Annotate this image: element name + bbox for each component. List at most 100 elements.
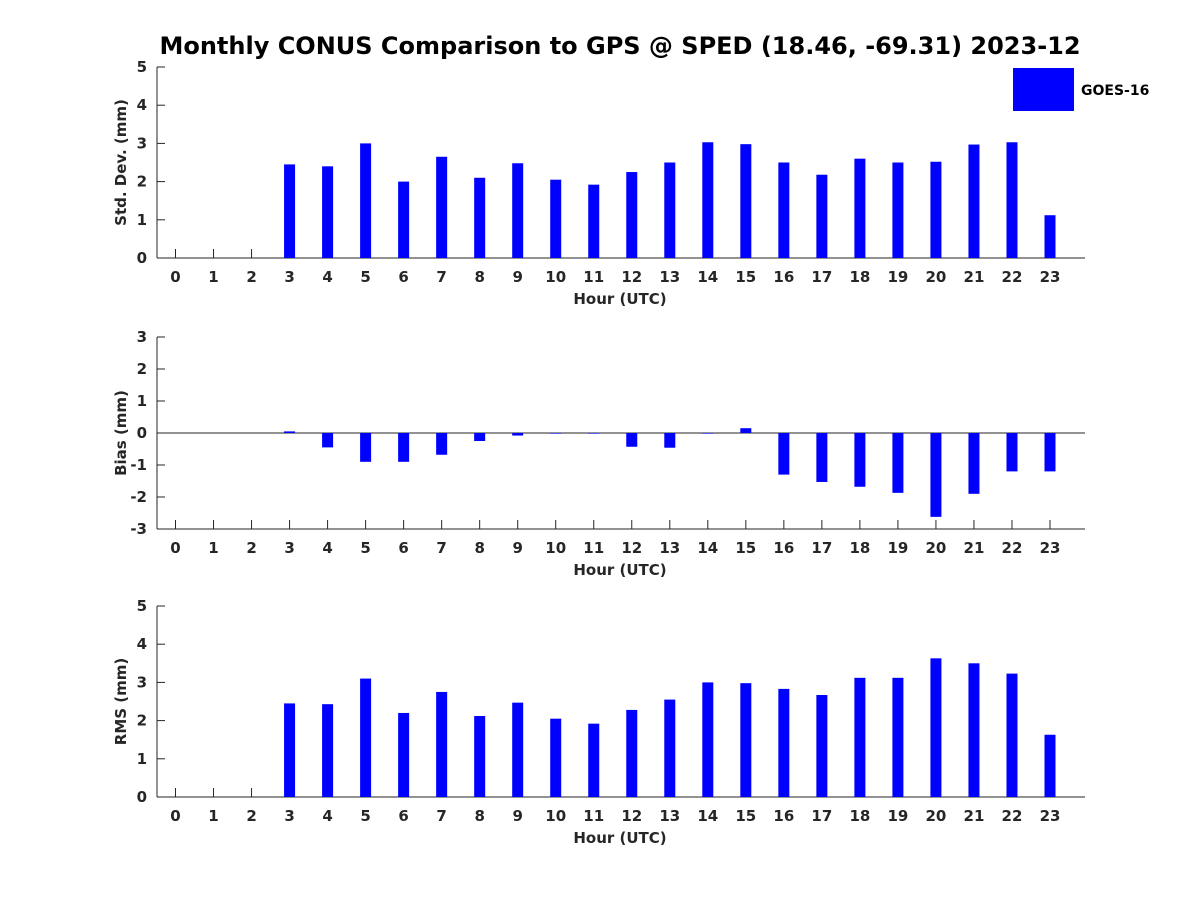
bar-hour-17 — [816, 433, 828, 482]
x-tick-label: 5 — [360, 539, 370, 557]
x-tick-label: 19 — [887, 268, 908, 286]
bar-hour-8 — [474, 433, 486, 441]
x-tick-label: 2 — [246, 807, 256, 825]
x-tick-label: 10 — [545, 539, 566, 557]
bar-hour-4 — [322, 433, 334, 448]
x-tick-label: 3 — [284, 268, 294, 286]
bar-hour-13 — [664, 699, 676, 797]
x-tick-label: 14 — [697, 539, 718, 557]
x-tick-label: 18 — [849, 807, 870, 825]
x-tick-label: 8 — [474, 268, 484, 286]
x-tick-label: 3 — [284, 807, 294, 825]
bar-hour-23 — [1044, 734, 1056, 797]
bar-hour-18 — [854, 433, 866, 487]
bar-hour-13 — [664, 433, 676, 448]
x-tick-label: 16 — [773, 807, 794, 825]
y-axis-label: RMS (mm) — [112, 658, 130, 745]
bar-hour-21 — [968, 144, 980, 258]
x-tick-label: 17 — [811, 807, 832, 825]
x-tick-label: 13 — [659, 807, 680, 825]
x-tick-label: 12 — [621, 807, 642, 825]
y-tick-label: 3 — [137, 328, 147, 346]
x-tick-label: 10 — [545, 268, 566, 286]
bar-hour-9 — [512, 702, 524, 797]
bar-hour-15 — [740, 144, 752, 258]
x-tick-label: 23 — [1040, 268, 1061, 286]
x-tick-label: 0 — [170, 539, 180, 557]
x-tick-label: 0 — [170, 268, 180, 286]
x-tick-label: 20 — [925, 268, 946, 286]
bar-hour-22 — [1006, 142, 1018, 258]
bar-hour-8 — [474, 716, 486, 797]
y-tick-label: 2 — [137, 173, 147, 191]
legend-swatch-goes16 — [1013, 68, 1074, 111]
bar-hour-10 — [550, 433, 562, 434]
bar-hour-6 — [398, 433, 410, 462]
x-tick-label: 19 — [887, 539, 908, 557]
legend-label-goes16: GOES-16 — [1081, 83, 1149, 99]
x-tick-label: 12 — [621, 539, 642, 557]
x-tick-label: 16 — [773, 539, 794, 557]
x-tick-label: 9 — [512, 539, 522, 557]
x-tick-label: 4 — [322, 539, 332, 557]
x-tick-label: 9 — [512, 268, 522, 286]
bar-hour-19 — [892, 677, 904, 797]
y-tick-label: 2 — [137, 712, 147, 730]
bar-hour-16 — [778, 688, 790, 797]
bar-hour-18 — [854, 158, 866, 258]
bar-hour-20 — [930, 433, 942, 517]
bar-hour-15 — [740, 683, 752, 797]
y-tick-label: 1 — [137, 750, 147, 768]
y-tick-label: 4 — [137, 635, 147, 653]
x-tick-label: 23 — [1040, 539, 1061, 557]
x-tick-label: 3 — [284, 539, 294, 557]
y-tick-label: 1 — [137, 392, 147, 410]
y-tick-label: 1 — [137, 211, 147, 229]
x-tick-label: 22 — [1002, 268, 1023, 286]
y-tick-label: 0 — [137, 424, 147, 442]
x-tick-label: 8 — [474, 807, 484, 825]
bar-hour-9 — [512, 433, 524, 436]
y-tick-label: 2 — [137, 360, 147, 378]
bar-hour-20 — [930, 658, 942, 797]
x-tick-label: 1 — [208, 807, 218, 825]
x-tick-label: 18 — [849, 539, 870, 557]
x-tick-label: 6 — [398, 807, 408, 825]
bar-hour-11 — [588, 723, 600, 797]
bar-hour-21 — [968, 663, 980, 797]
y-tick-label: 4 — [137, 96, 147, 114]
x-tick-label: 14 — [697, 268, 718, 286]
bar-hour-12 — [626, 172, 638, 258]
y-tick-label: 3 — [137, 673, 147, 691]
bar-hour-3 — [284, 431, 296, 433]
bar-hour-23 — [1044, 433, 1056, 472]
bar-hour-11 — [588, 184, 600, 258]
bar-hour-6 — [398, 712, 410, 797]
bar-hour-17 — [816, 174, 828, 258]
bar-hour-7 — [436, 156, 448, 258]
bar-hour-19 — [892, 162, 904, 258]
bar-hour-22 — [1006, 433, 1018, 472]
y-tick-label: 3 — [137, 134, 147, 152]
bar-hour-16 — [778, 162, 790, 258]
x-tick-label: 16 — [773, 268, 794, 286]
bar-hour-15 — [740, 428, 752, 433]
bar-hour-19 — [892, 433, 904, 493]
x-tick-label: 8 — [474, 539, 484, 557]
bar-hour-20 — [930, 161, 942, 258]
legend: GOES-16 — [1013, 68, 1149, 111]
bar-hour-3 — [284, 164, 296, 258]
x-tick-label: 1 — [208, 539, 218, 557]
x-tick-label: 19 — [887, 807, 908, 825]
x-axis-label: Hour (UTC) — [573, 561, 666, 579]
x-tick-label: 11 — [583, 807, 604, 825]
x-tick-label: 21 — [964, 539, 985, 557]
y-tick-label: 0 — [137, 788, 147, 806]
bar-hour-5 — [360, 433, 372, 462]
chart-title: Monthly CONUS Comparison to GPS @ SPED (… — [159, 32, 1080, 60]
bar-hour-4 — [322, 704, 334, 797]
y-tick-label: -1 — [130, 456, 147, 474]
y-axis-label: Bias (mm) — [112, 390, 130, 476]
bar-hour-14 — [702, 433, 714, 434]
